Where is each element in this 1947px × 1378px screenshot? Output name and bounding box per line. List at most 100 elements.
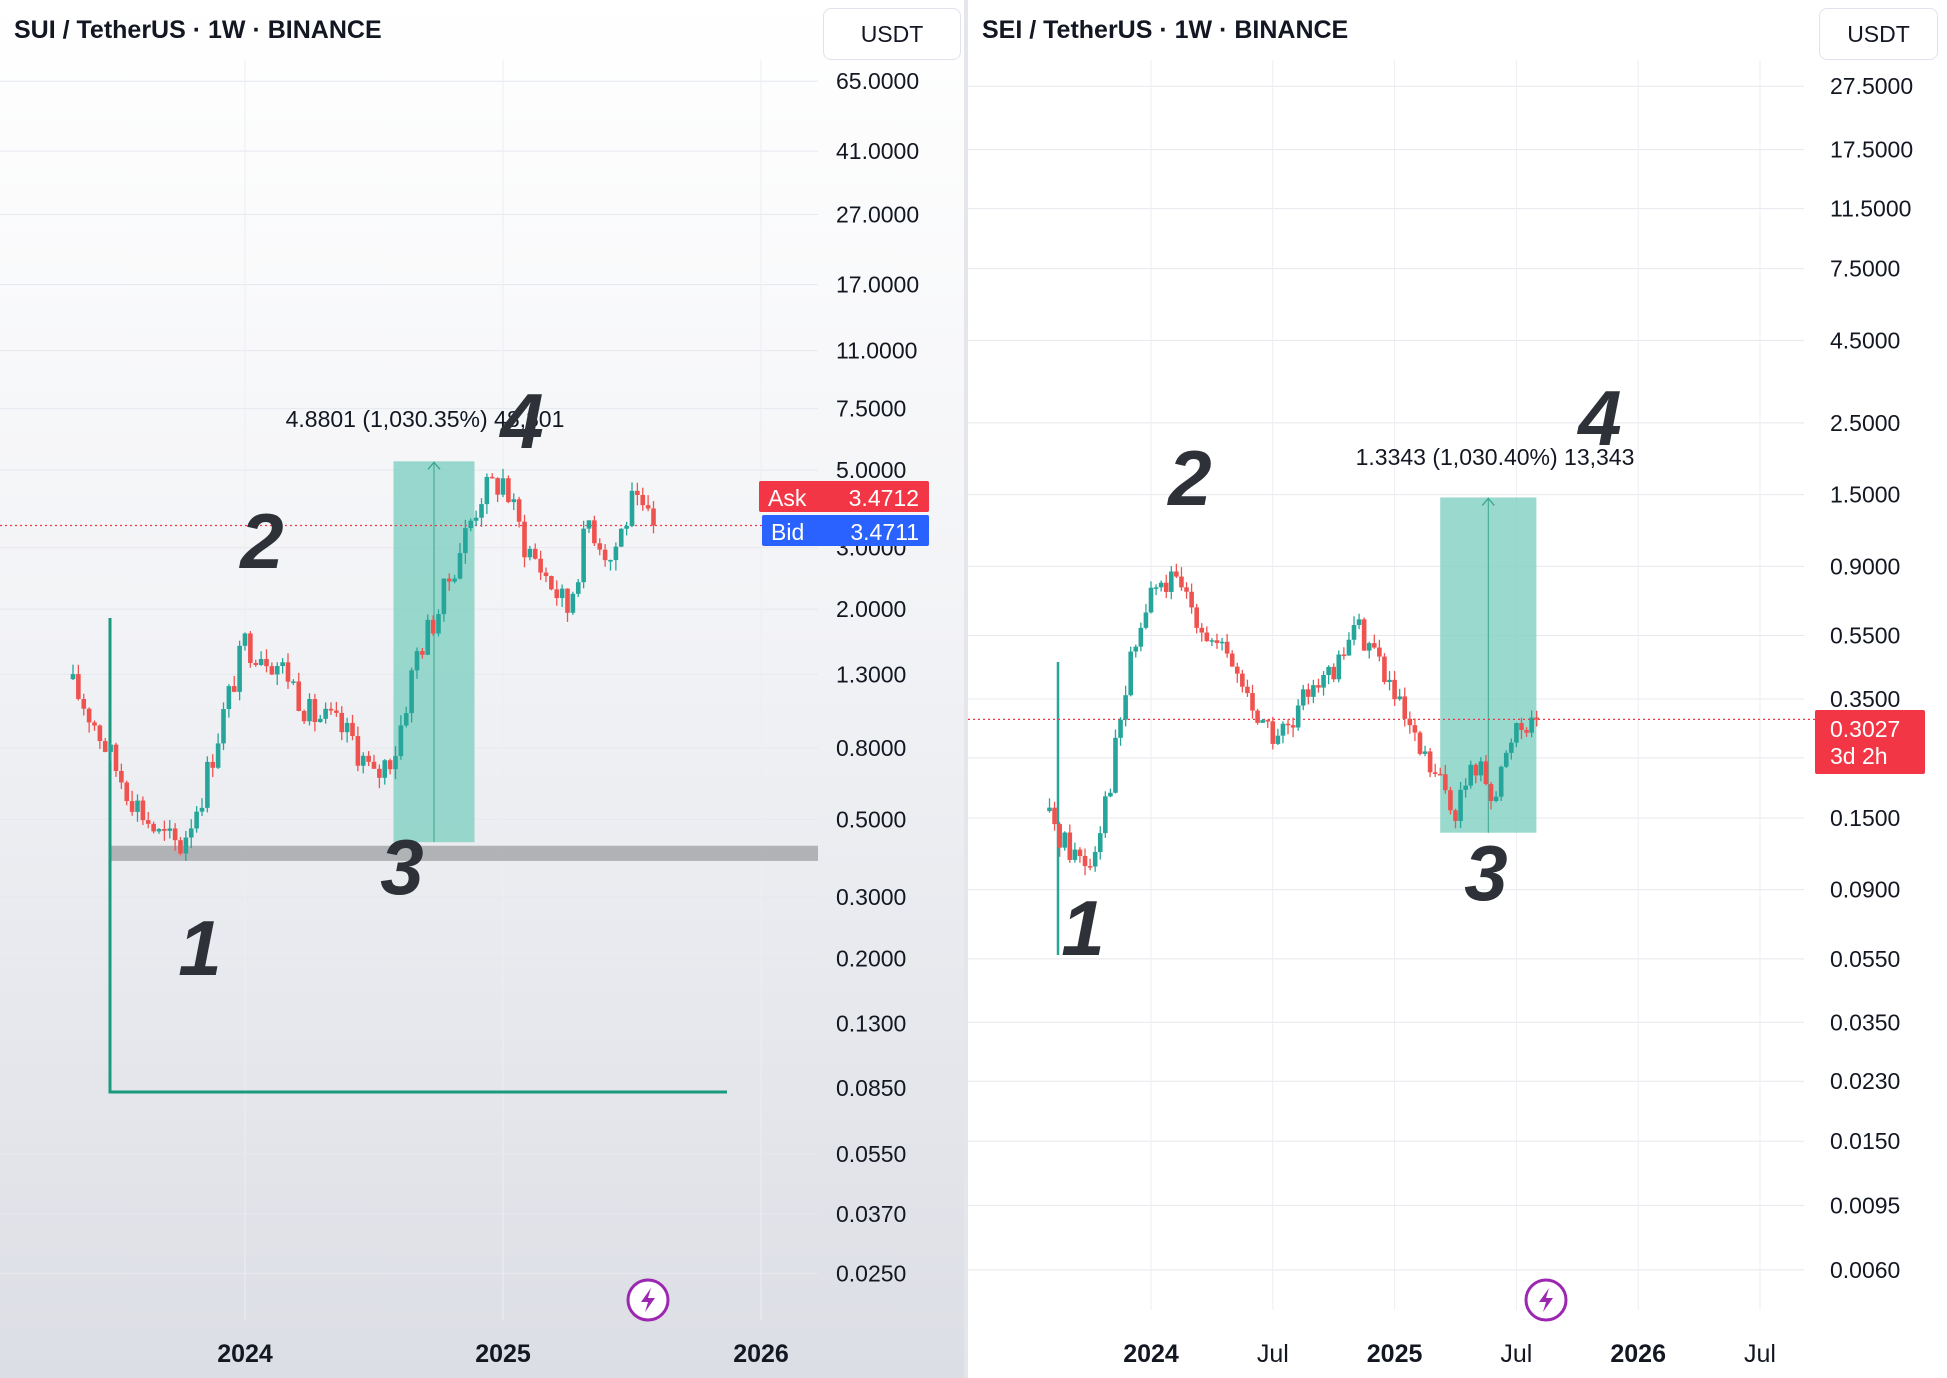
candle-body bbox=[516, 499, 522, 522]
candle-body bbox=[414, 651, 420, 671]
candle-body bbox=[495, 478, 500, 495]
candle-body bbox=[1194, 607, 1199, 628]
candle-body bbox=[1290, 725, 1296, 728]
candle-body bbox=[205, 761, 210, 808]
sui-chart-panel[interactable]: 65.0000 41.0000 27.0000 17.0000 11.0000 7.500… bbox=[0, 0, 968, 1378]
price-tick-label: 1.3000 bbox=[836, 661, 906, 687]
candle-body bbox=[1372, 643, 1377, 648]
candle-body bbox=[452, 578, 457, 582]
time-axis[interactable]: 2024 2025 2026 bbox=[217, 1340, 789, 1368]
candle-body bbox=[264, 658, 269, 667]
sei-chart-canvas[interactable]: 27.500017.500011.50007.50004.50002.50001… bbox=[968, 0, 1947, 1378]
sei-chart-panel[interactable]: 27.5000 17.5000 11.5000 7.5000 4.5000 2.5000 1… bbox=[968, 0, 1947, 1378]
candle-body bbox=[1047, 807, 1052, 812]
candle-body bbox=[86, 708, 92, 723]
price-tick-label: 0.0250 bbox=[836, 1261, 906, 1287]
candle-body bbox=[167, 828, 173, 831]
price-axis[interactable]: 65.0000 41.0000 27.0000 17.0000 11.0000 7.500… bbox=[836, 68, 919, 1286]
candle-body bbox=[1377, 647, 1382, 657]
candle-body bbox=[425, 619, 431, 655]
measure-arrow-head bbox=[1481, 497, 1495, 506]
ask-badge bbox=[759, 481, 929, 512]
candle-body bbox=[1087, 866, 1093, 868]
time-axis[interactable]: 2024 Jul 2025 Jul 2026 Jul bbox=[1123, 1340, 1776, 1368]
drawing-layer[interactable]: 4.8801 (1,030.35%) 48,801 bbox=[0, 406, 918, 1094]
price-tick-label: 27.5000 bbox=[1830, 73, 1913, 99]
candle-body bbox=[1534, 717, 1539, 720]
candle-body bbox=[129, 801, 135, 812]
candle-body bbox=[645, 505, 651, 509]
candle-body bbox=[1270, 721, 1276, 744]
candle-body bbox=[1382, 656, 1387, 683]
candle-body bbox=[119, 770, 124, 783]
price-tick-label: 0.0095 bbox=[1830, 1192, 1900, 1218]
candle-body bbox=[624, 525, 629, 529]
candle-body bbox=[1326, 666, 1331, 675]
time-tick-label: 2025 bbox=[1367, 1340, 1423, 1368]
drawing-layer[interactable]: 1.3343 (1,030.40%) 13,343 bbox=[968, 444, 1904, 955]
price-tick-label: 0.9000 bbox=[1830, 553, 1900, 579]
candle-body bbox=[489, 476, 495, 479]
candle-body bbox=[1463, 785, 1468, 790]
candle-body bbox=[253, 662, 259, 665]
price-tick-label: 0.3500 bbox=[1830, 686, 1900, 712]
time-tick-label: 2024 bbox=[217, 1340, 273, 1368]
candle-body bbox=[618, 528, 624, 547]
candle-body bbox=[102, 741, 108, 752]
candle-body bbox=[334, 710, 339, 713]
candle-body bbox=[1153, 587, 1159, 589]
symbol-title[interactable]: SUI / TetherUS · 1W · BINANCE bbox=[14, 16, 382, 44]
candle-body bbox=[1138, 627, 1144, 647]
candle-body bbox=[1240, 673, 1245, 687]
price-tick-label: 65.0000 bbox=[836, 68, 919, 94]
candle-body bbox=[1199, 627, 1205, 633]
candle-body bbox=[1498, 766, 1504, 797]
candle-body bbox=[506, 478, 511, 503]
candle-body bbox=[285, 662, 291, 682]
candle-body bbox=[199, 807, 205, 812]
candle-body bbox=[1275, 735, 1281, 744]
candle-body bbox=[1331, 666, 1336, 680]
last-price-value: 0.3027 bbox=[1830, 716, 1900, 742]
price-axis[interactable]: 27.5000 17.5000 11.5000 7.5000 4.5000 2.5000 1… bbox=[1830, 73, 1913, 1283]
candle-body bbox=[538, 558, 543, 573]
candle-body bbox=[1311, 685, 1316, 697]
candle-body bbox=[1229, 653, 1235, 667]
panel-divider[interactable] bbox=[964, 0, 968, 1378]
candle-body bbox=[581, 528, 586, 583]
candle-body bbox=[1361, 619, 1367, 651]
grid-lines bbox=[968, 60, 1804, 1310]
candle-body bbox=[1052, 807, 1057, 825]
candle-body bbox=[608, 560, 613, 562]
candle-body bbox=[1448, 790, 1453, 811]
currency-unit-button[interactable]: USDT bbox=[1819, 8, 1938, 60]
candle-body bbox=[1097, 833, 1103, 853]
candle-body bbox=[511, 499, 517, 503]
candle-body bbox=[1356, 619, 1362, 626]
price-tick-label: 0.2000 bbox=[836, 945, 906, 971]
candle-body bbox=[1422, 751, 1428, 754]
candle-body bbox=[554, 589, 560, 599]
candle-body bbox=[1163, 582, 1169, 592]
currency-unit-button[interactable]: USDT bbox=[823, 8, 961, 60]
candle-body bbox=[1397, 696, 1402, 700]
candle-body bbox=[457, 553, 463, 579]
candle-body bbox=[1407, 718, 1413, 726]
candle-body bbox=[291, 681, 296, 683]
candle-body bbox=[1514, 723, 1519, 743]
candle-body bbox=[398, 725, 404, 757]
wave-labels: 1 2 3 4 bbox=[178, 377, 670, 1322]
candle-body bbox=[323, 708, 328, 719]
candle-body bbox=[350, 722, 355, 737]
candle-body bbox=[446, 578, 452, 582]
candle-body bbox=[629, 490, 635, 526]
candle-body bbox=[387, 760, 393, 770]
candle-body bbox=[1503, 752, 1509, 767]
candle-body bbox=[602, 549, 608, 561]
candle-body bbox=[430, 619, 436, 634]
symbol-title[interactable]: SEI / TetherUS · 1W · BINANCE bbox=[982, 16, 1349, 44]
candle-body bbox=[1260, 720, 1265, 723]
candle-body bbox=[1519, 723, 1524, 731]
sui-chart-canvas[interactable]: 65.0000 41.0000 27.0000 17.0000 11.0000 7.500… bbox=[0, 0, 968, 1378]
price-tick-label: 0.0850 bbox=[836, 1075, 906, 1101]
